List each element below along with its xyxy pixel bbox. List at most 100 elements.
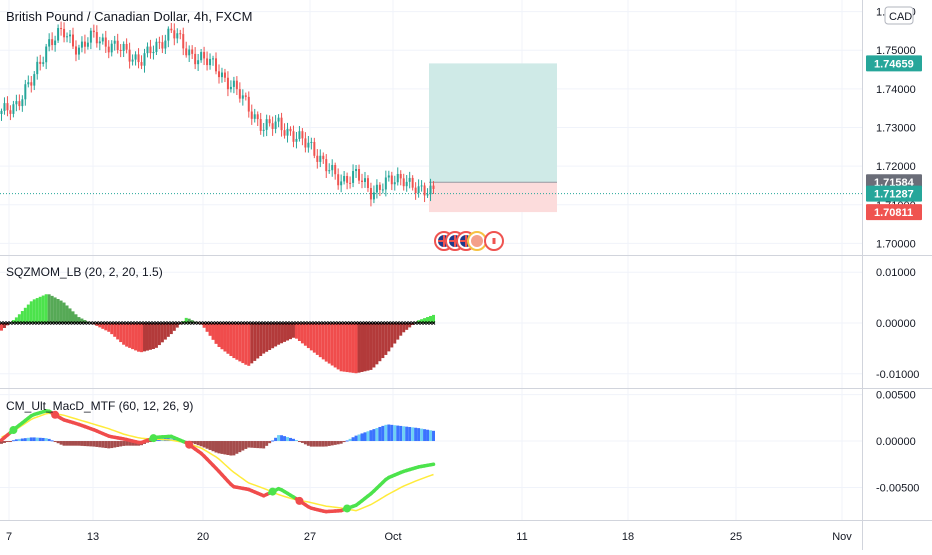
candle-body — [99, 41, 101, 43]
macd-hist-bar — [387, 424, 390, 441]
momentum-bar — [393, 323, 396, 344]
momentum-bar — [51, 296, 54, 323]
macd-hist-bar — [316, 441, 319, 447]
momentum-bar — [69, 308, 72, 323]
momentum-bar — [232, 323, 235, 358]
candle-body — [421, 185, 423, 186]
momentum-bar — [30, 301, 33, 323]
momentum-bar — [54, 297, 57, 323]
momentum-bar — [45, 294, 48, 323]
currency-button-label[interactable]: CAD — [889, 11, 912, 23]
momentum-bar — [256, 323, 259, 358]
macd-hist-bar — [256, 441, 259, 448]
macd-hist-bar — [375, 428, 378, 441]
date-axis-label: 27 — [304, 531, 316, 543]
candle-body — [42, 62, 44, 64]
take-profit-zone[interactable] — [429, 63, 557, 182]
candle-body — [138, 54, 140, 62]
candle-body — [415, 188, 417, 193]
candle-body — [129, 50, 131, 62]
momentum-bar — [310, 323, 313, 350]
stop-loss-zone[interactable] — [429, 182, 557, 212]
candle-body — [251, 112, 253, 119]
macd-hist-bar — [319, 441, 322, 447]
date-axis-label: 7 — [6, 531, 12, 543]
macd-hist-bar — [200, 441, 203, 446]
candle-body — [45, 47, 47, 63]
momentum-bar — [24, 308, 27, 323]
price-axis-label: 1.72000 — [876, 161, 916, 173]
momentum-bar — [286, 323, 289, 340]
candle-body — [111, 44, 113, 53]
momentum-bar — [42, 296, 45, 323]
date-axis-label: 18 — [622, 531, 634, 543]
candle-body — [21, 99, 23, 106]
candle-body — [63, 29, 65, 37]
candle-body — [298, 131, 300, 139]
candle-body — [69, 35, 71, 37]
candle-body — [254, 114, 256, 119]
macd-hist-bar — [268, 441, 271, 443]
momentum-bar — [346, 323, 349, 372]
macd-hist-bar — [226, 441, 229, 455]
candle-body — [269, 119, 271, 123]
macd-hist-bar — [322, 441, 325, 447]
momentum-bar — [325, 323, 328, 362]
candle-body — [9, 110, 11, 114]
momentum-axis-label: 0.01000 — [876, 267, 916, 279]
momentum-bar — [399, 323, 402, 336]
momentum-bar — [223, 323, 226, 351]
candle-body — [430, 186, 432, 195]
candle-body — [132, 60, 134, 62]
candle-body — [379, 185, 381, 190]
momentum-indicator-title[interactable]: SQZMOM_LB (20, 2, 20, 1.5) — [6, 265, 163, 279]
macd-hist-bar — [313, 441, 316, 447]
macd-hist-bar — [92, 441, 95, 447]
candle-body — [307, 143, 309, 148]
macd-hist-bar — [119, 441, 122, 446]
candle-body — [287, 129, 289, 136]
momentum-bar — [265, 323, 268, 352]
macd-hist-bar — [358, 434, 361, 441]
macd-hist-bar — [295, 440, 298, 441]
macd-hist-bar — [80, 441, 83, 446]
macd-hist-bar — [346, 440, 349, 441]
momentum-bar — [60, 301, 63, 323]
flag-ca-leaf — [493, 238, 496, 244]
momentum-bar — [143, 323, 146, 351]
momentum-bar — [268, 323, 271, 350]
macd-hist-bar — [298, 441, 301, 442]
macd-hist-bar — [262, 441, 265, 448]
candle-body — [337, 174, 339, 185]
candle-body — [284, 130, 286, 135]
momentum-bar — [316, 323, 319, 355]
macd-hist-bar — [286, 437, 289, 441]
candle-body — [161, 42, 163, 48]
momentum-bar — [113, 323, 116, 337]
momentum-bar — [358, 323, 361, 373]
date-axis-label: 13 — [87, 531, 99, 543]
candle-body — [427, 194, 429, 195]
macd-hist-bar — [274, 438, 277, 441]
macd-hist-bar — [194, 441, 197, 444]
momentum-bar — [298, 323, 301, 341]
macd-hist-bar — [69, 441, 72, 446]
candle-body — [123, 44, 125, 51]
macd-hist-bar — [116, 441, 119, 447]
momentum-bar — [244, 323, 247, 365]
price-axis-label: 1.70000 — [876, 238, 916, 250]
candle-body — [114, 41, 116, 44]
candle-body — [81, 42, 83, 48]
macd-hist-bar — [369, 430, 372, 441]
macd-hist-bar — [417, 428, 420, 441]
macd-hist-bar — [110, 441, 113, 448]
momentum-bar — [238, 323, 241, 361]
candle-body — [84, 42, 86, 47]
candle-body — [239, 89, 241, 98]
momentum-bar — [36, 298, 39, 323]
macd-hist-bar — [95, 441, 98, 447]
momentum-bar — [155, 323, 158, 348]
macd-indicator-title[interactable]: CM_Ult_MacD_MTF (60, 12, 26, 9) — [6, 399, 193, 413]
